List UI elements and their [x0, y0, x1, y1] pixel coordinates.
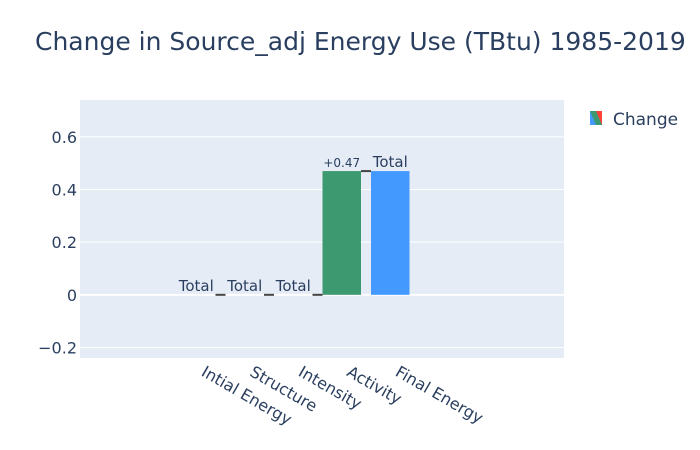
y-tick-label: 0	[67, 286, 77, 305]
data-label: Total	[275, 277, 311, 295]
legend-swatch-increasing	[590, 111, 602, 125]
y-axis-ticks: −0.2 0 0.2 0.4 0.6	[38, 128, 77, 358]
data-label: Total	[372, 153, 408, 171]
bars	[322, 171, 410, 295]
legend-label: Change	[613, 110, 678, 130]
legend[interactable]: Change	[590, 110, 678, 130]
bar	[371, 171, 410, 295]
data-label: +0.47	[323, 156, 360, 170]
y-tick-label: 0.4	[52, 181, 77, 200]
data-label: Total	[226, 277, 262, 295]
y-tick-label: 0.2	[52, 233, 77, 252]
connectors	[215, 170, 371, 296]
x-axis-ticks: Intial EnergyStructureIntensityActivityF…	[198, 362, 486, 429]
plot-area	[80, 100, 564, 358]
legend-swatch-icon	[590, 111, 602, 125]
chart-title: Change in Source_adj Energy Use (TBtu) 1…	[35, 27, 686, 56]
x-tick-label: Final Energy	[392, 362, 486, 427]
gridlines	[80, 136, 564, 348]
bar	[322, 171, 361, 295]
y-tick-label: −0.2	[38, 338, 77, 357]
y-tick-label: 0.6	[52, 128, 77, 147]
data-labels: Total Total Total +0.47 Total	[178, 153, 408, 295]
data-label: Total	[178, 277, 214, 295]
